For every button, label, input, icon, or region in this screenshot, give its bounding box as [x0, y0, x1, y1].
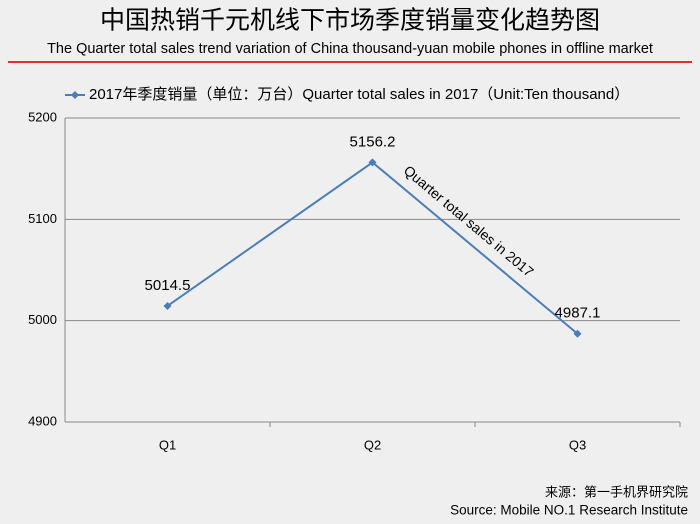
legend-marker: [71, 91, 79, 99]
x-tick-label: Q2: [364, 437, 381, 452]
marker: [368, 158, 377, 167]
source-cn: 来源：第一手机界研究院: [545, 484, 688, 499]
x-tick-label: Q3: [569, 437, 586, 452]
data-line: [166, 161, 579, 335]
data-label: 5156.2: [350, 133, 396, 150]
y-tick-label: 5200: [28, 109, 57, 124]
x-tick-label: Q1: [159, 437, 176, 452]
legend-label: 2017年季度销量（单位：万台）Quarter total sales in 2…: [89, 86, 629, 103]
data-label: 4987.1: [555, 305, 601, 322]
marker: [573, 329, 582, 338]
y-tick-label: 5000: [28, 312, 57, 327]
chart-subtitle: The Quarter total sales trend variation …: [47, 41, 653, 57]
marker: [163, 301, 172, 310]
data-label: 5014.5: [145, 277, 191, 294]
y-tick-label: 5100: [28, 211, 57, 226]
annotation: Quarter total sales in 2017: [401, 162, 537, 280]
chart-title: 中国热销千元机线下市场季度销量变化趋势图: [100, 6, 600, 35]
y-tick-label: 4900: [28, 413, 57, 428]
source-en: Source: Mobile NO.1 Research Institute: [450, 503, 688, 518]
